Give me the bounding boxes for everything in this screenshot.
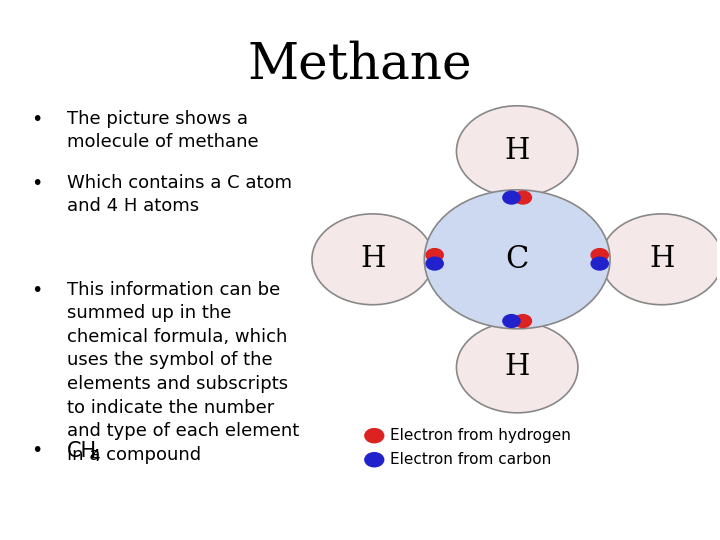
- Circle shape: [591, 257, 608, 270]
- Circle shape: [424, 190, 610, 329]
- Text: •: •: [32, 441, 42, 460]
- Circle shape: [456, 106, 578, 197]
- Text: H: H: [505, 353, 530, 381]
- Text: Which contains a C atom
and 4 H atoms: Which contains a C atom and 4 H atoms: [67, 174, 292, 215]
- Text: Methane: Methane: [248, 40, 472, 90]
- Circle shape: [456, 322, 578, 413]
- Circle shape: [365, 429, 384, 443]
- Text: CH: CH: [67, 441, 97, 461]
- Text: H: H: [505, 137, 530, 165]
- Text: •: •: [32, 110, 42, 129]
- Text: •: •: [32, 281, 42, 300]
- Text: 4: 4: [91, 449, 100, 464]
- Circle shape: [365, 453, 384, 467]
- Circle shape: [426, 257, 444, 270]
- Circle shape: [503, 315, 520, 327]
- Text: •: •: [32, 174, 42, 193]
- Circle shape: [503, 191, 520, 204]
- Text: Electron from hydrogen: Electron from hydrogen: [390, 428, 571, 443]
- Text: The picture shows a
molecule of methane: The picture shows a molecule of methane: [67, 110, 258, 151]
- Circle shape: [312, 214, 433, 305]
- Circle shape: [514, 315, 531, 327]
- Text: C: C: [505, 244, 529, 275]
- Text: Electron from carbon: Electron from carbon: [390, 452, 552, 467]
- Circle shape: [426, 248, 444, 261]
- Text: This information can be
summed up in the
chemical formula, which
uses the symbol: This information can be summed up in the…: [67, 281, 300, 464]
- Circle shape: [591, 248, 608, 261]
- Text: H: H: [649, 245, 675, 273]
- Circle shape: [601, 214, 720, 305]
- Text: H: H: [360, 245, 385, 273]
- Circle shape: [514, 191, 531, 204]
